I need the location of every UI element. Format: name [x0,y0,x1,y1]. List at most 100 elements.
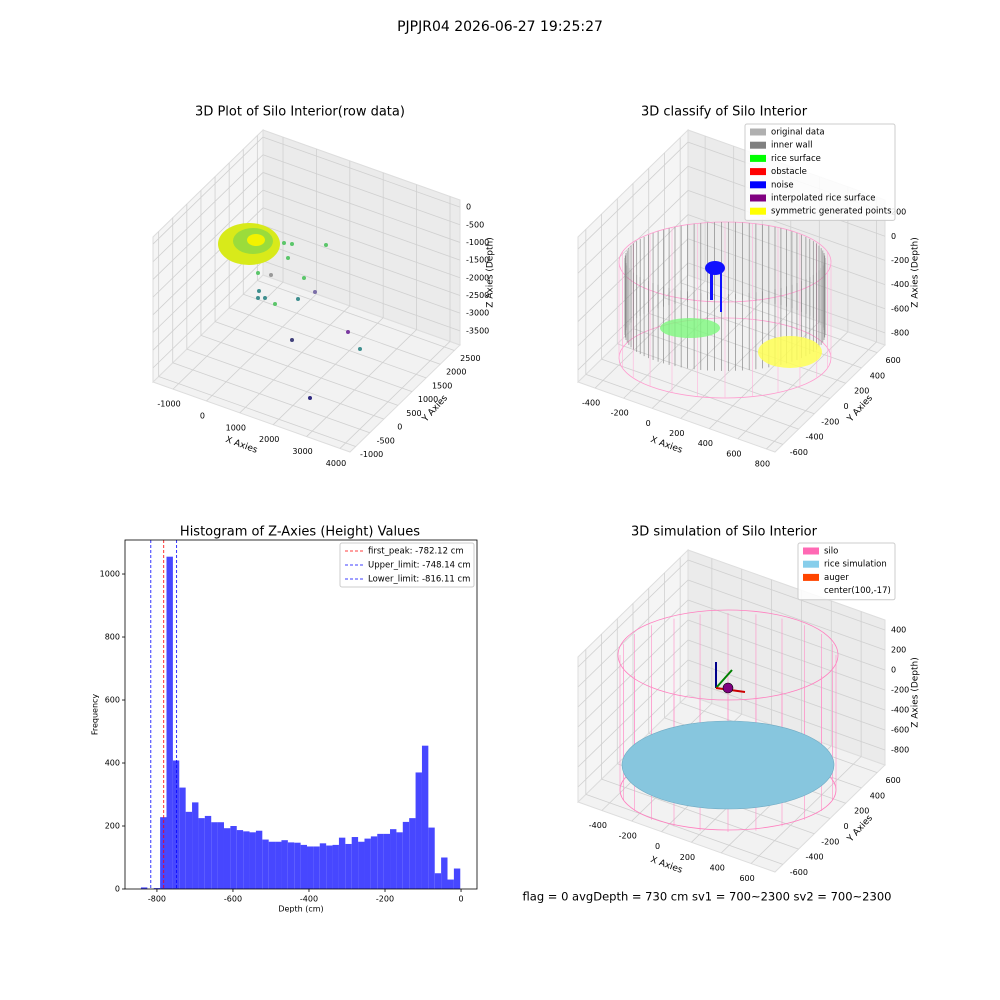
grid-line [577,559,689,668]
z-axis-label: Z Axies (Depth) [486,237,496,308]
legend-swatch [803,547,819,555]
bar [377,833,384,889]
grid-line [577,579,689,688]
bar [268,841,276,889]
x-tick-label: 1000 [226,423,246,432]
chart-title: 3D classify of Silo Interior [641,105,808,120]
y-tick-label: 1000 [418,395,438,404]
bar [332,844,339,889]
bar [294,842,301,889]
bar [434,873,442,889]
point [263,296,267,300]
point [290,242,294,246]
grid-line [229,307,427,379]
grid-line [262,242,461,314]
grid-line [577,679,689,788]
x-tick-label: 0 [646,419,651,428]
x-tick-label: 200 [680,853,695,862]
grid-line [262,154,461,226]
legend-swatch [803,560,819,568]
grid-line [152,172,264,280]
grid-line [687,659,886,731]
z-tick-label: -2500 [466,291,489,300]
bar [275,841,282,889]
x-tick-label: -800 [148,895,166,904]
rice-simulation [621,720,835,810]
bar [453,868,461,889]
y-tick-label: 2000 [446,368,466,377]
z-tick-label: -1000 [466,238,489,247]
bar [307,846,314,889]
bar [364,838,371,889]
bar [262,839,269,889]
bar [421,745,429,889]
legend-label: silo [824,547,838,557]
figure-title: PJPJR04 2026-06-27 19:25:27 [397,19,603,35]
point [290,338,294,342]
x-tick-label: 0 [655,842,660,851]
bar [402,821,410,889]
point [273,302,277,306]
point-cloud [247,234,265,246]
x-tick-label: 2000 [259,435,279,444]
bar [370,836,378,889]
x-tick-label: 4000 [326,459,346,468]
grid-line [664,297,862,369]
point [282,241,286,245]
grid-line [577,141,689,250]
y-tick-label: 0 [397,423,402,432]
x-tick-label: 400 [710,863,725,872]
legend-swatch [750,194,766,202]
grid-line [158,376,356,447]
z-tick-label: -800 [891,328,909,337]
inner-wall [618,222,832,398]
bar [166,556,173,889]
x-axis-label: X Axies [224,435,259,456]
grid-line [306,329,417,437]
bar [140,887,148,889]
z-tick-label: -800 [891,746,909,755]
y-tick-label: -1000 [360,450,383,459]
y-tick-label: -200 [821,837,839,846]
x-tick-label: 0 [458,895,463,904]
bar [326,845,333,889]
x-tick-label: 3000 [292,447,312,456]
grid-line [262,189,461,261]
y-tick-label: 600 [105,696,120,705]
x-tick-label: -1000 [157,400,180,409]
bar [281,840,288,889]
bar [300,844,308,889]
grid-line [687,679,886,751]
legend-label: center(100,-17) [824,586,891,596]
legend-label: first_peak: -782.12 cm [368,547,464,557]
x-tick-label: 600 [726,449,741,458]
bar [198,818,205,889]
bar [230,826,237,889]
point [296,297,300,301]
legend-box [339,542,475,588]
point [324,243,328,247]
z-tick-label: -600 [891,726,909,735]
x-tick-label: -200 [376,895,394,904]
z-tick-label: -200 [891,686,909,695]
z-tick-label: 0 [891,666,896,675]
grid-line [152,136,264,245]
legend-box [744,123,896,221]
grid-line [577,599,689,708]
grid-line [687,639,886,711]
grid-line [687,559,886,631]
y-tick-label: 200 [854,387,869,396]
scatter-points [256,273,362,400]
y-tick-label: 200 [105,822,120,831]
z-tick-label: 200 [891,208,906,217]
legend-label: rice simulation [824,560,887,570]
rice-surface [660,318,720,338]
legend-label: interpolated rice surface [771,194,876,204]
y-axis-label: Frequency [91,694,100,736]
z-tick-label: -400 [891,280,909,289]
grid-line [577,165,689,274]
grid-line [577,619,689,728]
bar [396,832,403,889]
symmetric-points [758,336,822,368]
bar [223,828,231,889]
